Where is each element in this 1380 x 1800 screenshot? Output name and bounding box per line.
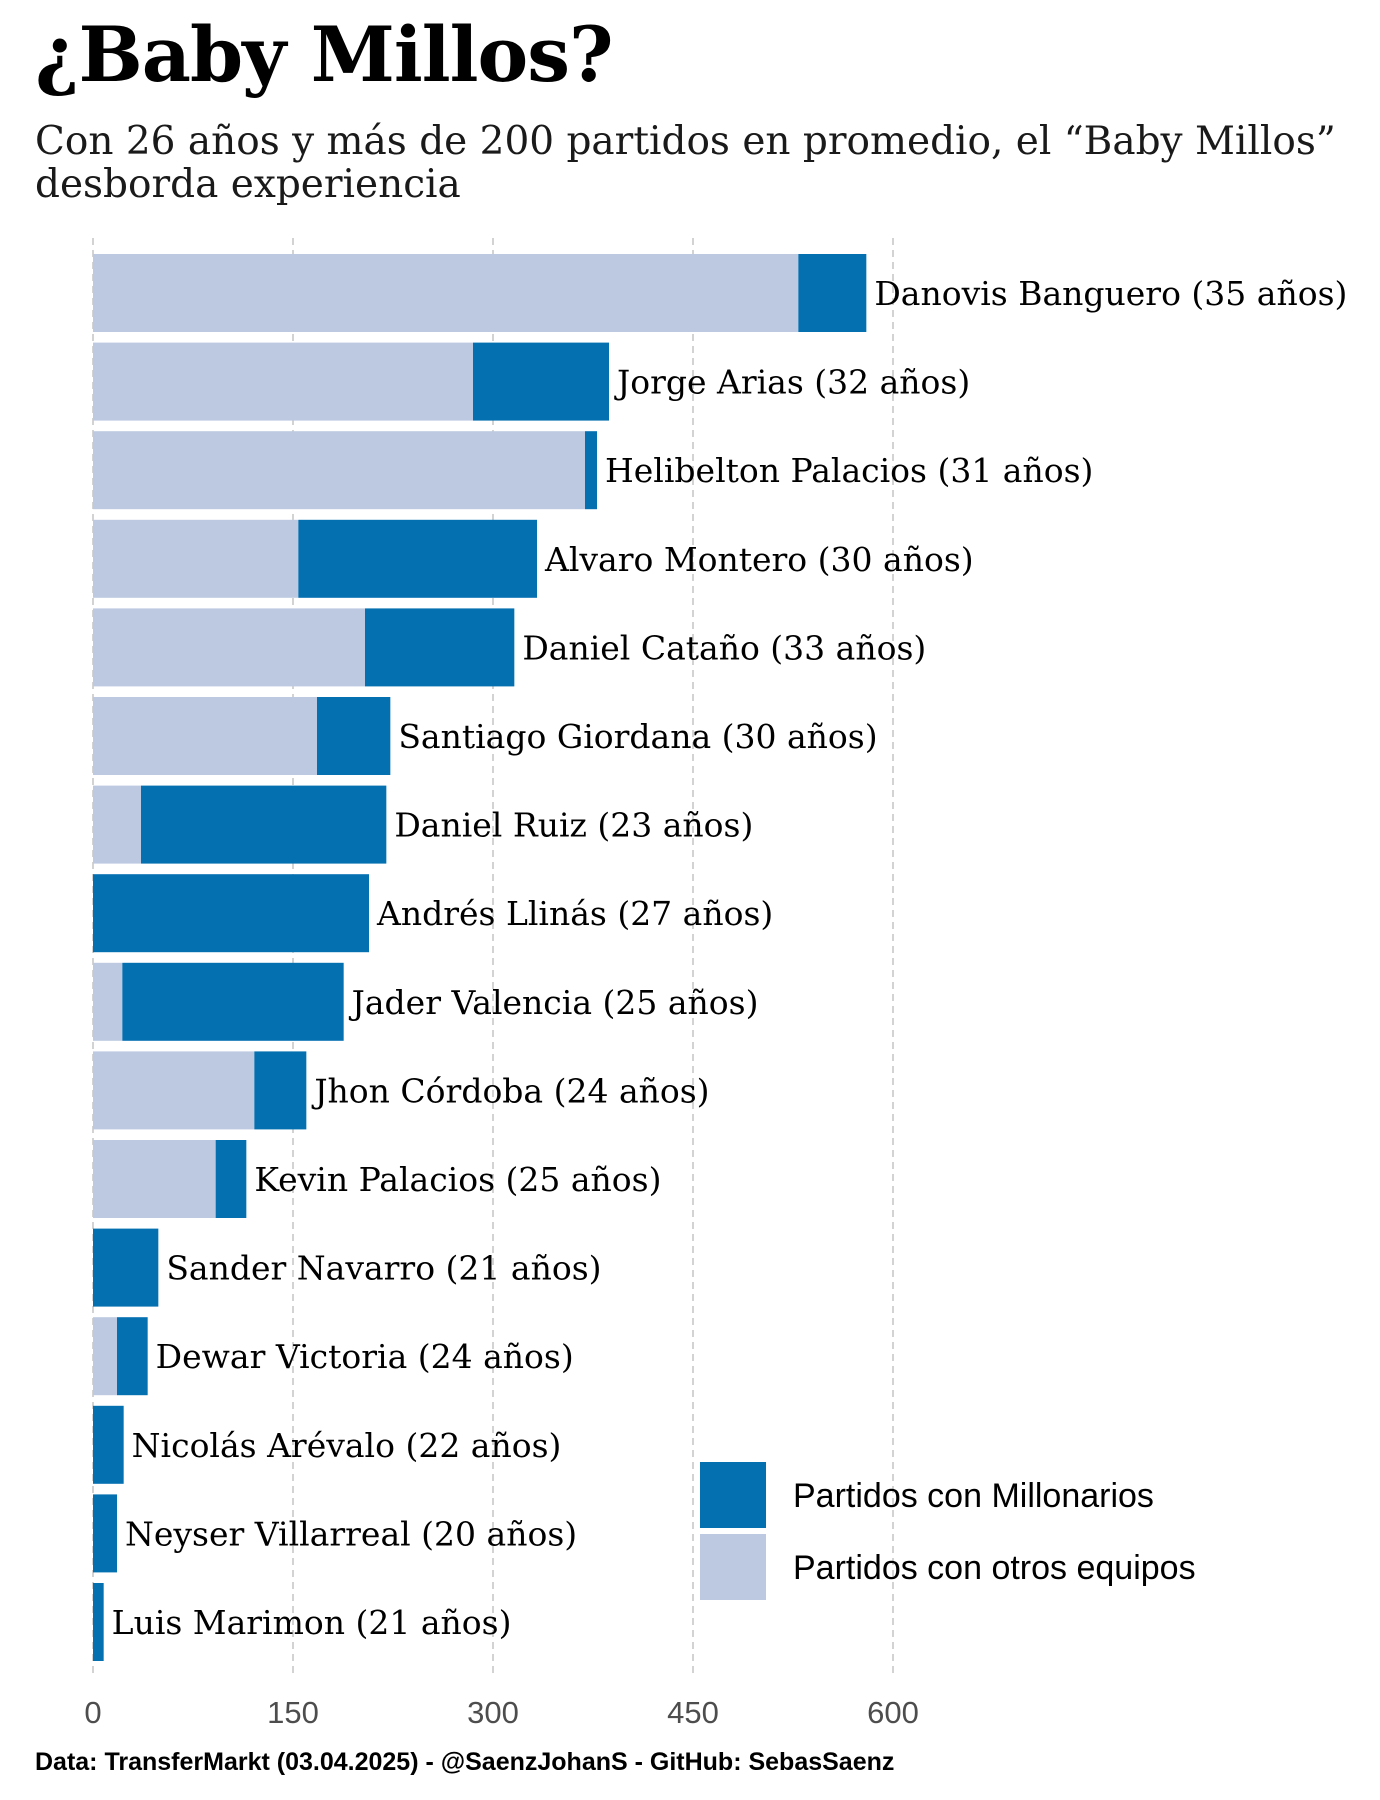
bar-label: Jader Valencia (25 años) <box>349 983 759 1022</box>
bar-label: Daniel Ruiz (23 años) <box>394 806 753 845</box>
legend-label: Partidos con Millonarios <box>793 1477 1154 1515</box>
bar-label: Helibelton Palacios (31 años) <box>605 451 1093 490</box>
source-caption: Data: TransferMarkt (03.04.2025) - @Saen… <box>35 1748 895 1776</box>
bars <box>93 254 867 1661</box>
bar-millonarios <box>585 431 597 510</box>
x-tick-label: 0 <box>84 1695 101 1730</box>
bar-millonarios <box>93 1583 104 1661</box>
bar-otros-equipos <box>93 1140 216 1218</box>
bar-millonarios <box>93 874 369 953</box>
bar-millonarios <box>317 697 391 775</box>
x-tick-label: 300 <box>467 1695 519 1730</box>
bar-millonarios <box>141 785 387 864</box>
bar-label: Nicolás Arévalo (22 años) <box>132 1426 562 1465</box>
bar-otros-equipos <box>93 608 365 687</box>
legend-label: Partidos con otros equipos <box>793 1549 1196 1587</box>
bar-millonarios <box>254 1051 307 1130</box>
legend-swatch <box>700 1462 766 1528</box>
bar-label: Daniel Cataño (33 años) <box>522 628 926 667</box>
bar-label: Sander Navarro (21 años) <box>166 1249 601 1288</box>
bar-otros-equipos <box>93 431 585 510</box>
bar-millonarios <box>298 519 537 598</box>
bar-label: Jorge Arias (32 años) <box>614 363 970 402</box>
bar-label: Kevin Palacios (25 años) <box>254 1160 661 1199</box>
bar-label: Alvaro Montero (30 años) <box>544 540 974 579</box>
x-axis-ticks: 0 150 300 450 600 <box>84 1695 918 1730</box>
bar-otros-equipos <box>93 1317 117 1396</box>
bar-label: Dewar Victoria (24 años) <box>156 1337 574 1376</box>
bar-millonarios <box>117 1317 148 1396</box>
bar-millonarios <box>93 1405 124 1484</box>
bar-millonarios <box>215 1140 247 1218</box>
bar-label: Jhon Córdoba (24 años) <box>311 1071 709 1110</box>
bar-millonarios <box>473 342 609 421</box>
bar-label: Santiago Giordana (30 años) <box>398 717 877 756</box>
x-tick-label: 600 <box>867 1695 919 1730</box>
bar-otros-equipos <box>93 519 299 598</box>
legend-swatch <box>700 1534 766 1600</box>
bar-label: Danovis Banguero (35 años) <box>874 274 1347 313</box>
bar-otros-equipos <box>93 785 141 864</box>
bar-millonarios <box>93 1228 159 1307</box>
bar-millonarios <box>798 254 867 332</box>
bar-label: Andrés Llinás (27 años) <box>376 894 773 933</box>
x-tick-label: 450 <box>667 1695 719 1730</box>
bar-millonarios <box>93 1494 117 1573</box>
bar-label: Neyser Villarreal (20 años) <box>125 1514 577 1553</box>
bar-millonarios <box>122 962 344 1041</box>
bar-label: Luis Marimon (21 años) <box>112 1603 512 1642</box>
x-tick-label: 150 <box>267 1695 319 1730</box>
bar-otros-equipos <box>93 342 473 421</box>
bar-otros-equipos <box>93 697 317 775</box>
chart-title: ¿Baby Millos? <box>35 10 614 99</box>
legend: Partidos con Millonarios Partidos con otr… <box>700 1462 1196 1600</box>
bar-millonarios <box>365 608 515 687</box>
bar-otros-equipos <box>93 962 123 1041</box>
chart-subtitle: Con 26 años y más de 200 partidos en pro… <box>35 119 1336 207</box>
bar-otros-equipos <box>93 1051 255 1130</box>
bar-otros-equipos <box>93 254 799 332</box>
bar-labels: Danovis Banguero (35 años) Jorge Arias (3… <box>112 274 1348 1642</box>
